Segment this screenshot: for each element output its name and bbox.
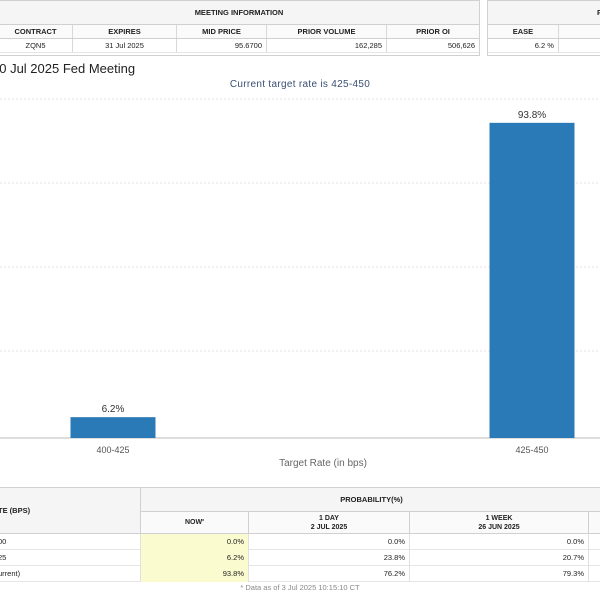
rate-label: 00 <box>0 534 141 550</box>
expires-value: 31 Jul 2025 <box>73 39 177 52</box>
prior-oi-header: PRIOR OI <box>416 27 450 36</box>
rate-label: 25 <box>0 550 141 566</box>
current-rate-label: Current target rate is 425-450 <box>229 79 371 90</box>
one-day-value: 23.8% <box>249 550 410 566</box>
one-day-date: 2 JUL 2025 <box>310 524 348 531</box>
probability-summary-header-row: EASE <box>488 25 600 39</box>
table-row: 25 6.2% 23.8% 20.7% <box>0 550 600 566</box>
prior-volume-value: 162,285 <box>267 39 387 52</box>
contract-value: ZQN5 <box>0 39 73 52</box>
next-value <box>589 550 600 566</box>
bar <box>70 417 156 438</box>
rate-label: urrent) <box>0 566 141 582</box>
one-week-value: 0.0% <box>410 534 589 550</box>
prior-volume-header: PRIOR VOLUME <box>267 25 387 38</box>
expires-header: EXPIRES <box>73 25 177 38</box>
meeting-information-table: MEETING INFORMATION CONTRACT EXPIRES MID… <box>0 0 480 56</box>
one-day-value: 76.2% <box>249 566 410 582</box>
meeting-information-header-row: CONTRACT EXPIRES MID PRICE PRIOR VOLUME … <box>0 25 479 39</box>
chart-title: 30 Jul 2025 Fed Meeting <box>0 61 136 76</box>
one-week-date: 26 JUN 2025 <box>478 524 520 531</box>
one-week-value: 79.3% <box>410 566 589 582</box>
x-tick-label: 425-450 <box>515 445 548 455</box>
now-column-star: * <box>202 519 205 525</box>
mid-price-header: MID PRICE <box>177 25 267 38</box>
next-value <box>589 534 600 550</box>
probability-header: PROBABILITY(%) <box>141 488 600 512</box>
x-tick-label: 400-425 <box>96 445 129 455</box>
bar <box>489 122 575 438</box>
probability-summary-row: 6.2 % <box>488 39 600 53</box>
now-value: 93.8% <box>141 566 249 582</box>
now-value: 6.2% <box>141 550 249 566</box>
x-axis-title: Target Rate (in bps) <box>279 458 367 469</box>
next-value <box>589 566 600 582</box>
next-column-header <box>589 512 600 534</box>
ease-value: 6.2 % <box>488 39 559 52</box>
now-value: 0.0% <box>141 534 249 550</box>
target-rate-probability-table: TE (BPS) PROBABILITY(%) NOW* 1 DAY 2 JUL… <box>0 487 600 583</box>
table-row: 00 0.0% 0.0% 0.0% <box>0 534 600 550</box>
one-day-column-header: 1 DAY 2 JUL 2025 <box>249 512 410 534</box>
probability-bar-chart: 6.2% 400-425 93.8% 425-450 <box>0 98 600 455</box>
mid-price-value: 95.6700 <box>177 39 267 52</box>
one-week-label: 1 WEEK <box>485 515 513 522</box>
table-row: urrent) 93.8% 76.2% 79.3% <box>0 566 600 582</box>
probability-summary-table: P EASE 6.2 % <box>487 0 600 56</box>
target-rate-header: TE (BPS) <box>0 488 141 534</box>
one-day-label: 1 DAY <box>319 515 339 522</box>
meeting-information-title: MEETING INFORMATION <box>0 1 479 25</box>
ease-header: EASE <box>488 25 559 38</box>
bar-value-label: 93.8% <box>518 110 546 121</box>
one-day-value: 0.0% <box>249 534 410 550</box>
prior-oi-value: 506,626 <box>447 41 475 50</box>
contract-header: CONTRACT <box>0 25 73 38</box>
one-week-value: 20.7% <box>410 550 589 566</box>
data-timestamp-footnote: * Data as of 3 Jul 2025 10:15:10 CT <box>240 583 360 592</box>
one-week-column-header: 1 WEEK 26 JUN 2025 <box>410 512 589 534</box>
probability-summary-title: P <box>488 1 600 25</box>
bar-value-label: 6.2% <box>102 404 125 415</box>
now-column-label: NOW <box>184 519 203 526</box>
meeting-information-row: ZQN5 31 Jul 2025 95.6700 162,285 506,626 <box>0 39 479 53</box>
now-column-header: NOW* <box>141 512 249 534</box>
